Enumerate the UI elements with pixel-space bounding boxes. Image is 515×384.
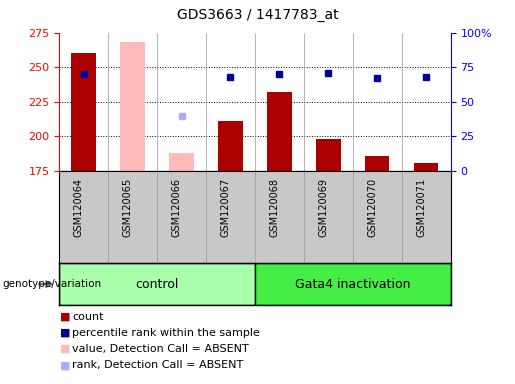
Text: ■: ■ (60, 328, 71, 338)
Text: control: control (135, 278, 179, 291)
Bar (169, 153, 194, 171)
Bar (59, 263, 255, 305)
Text: ■: ■ (60, 344, 71, 354)
Text: Gata4 inactivation: Gata4 inactivation (295, 278, 410, 291)
Bar (72, 53, 96, 171)
Text: GSM120065: GSM120065 (123, 178, 133, 237)
Bar (218, 121, 243, 171)
Text: percentile rank within the sample: percentile rank within the sample (72, 328, 260, 338)
Text: GSM120070: GSM120070 (367, 178, 377, 237)
Text: genotype/variation: genotype/variation (3, 279, 101, 289)
Text: GDS3663 / 1417783_at: GDS3663 / 1417783_at (177, 8, 338, 22)
Text: GSM120067: GSM120067 (220, 178, 230, 237)
Text: GSM120069: GSM120069 (318, 178, 329, 237)
Text: count: count (72, 312, 104, 322)
Text: rank, Detection Call = ABSENT: rank, Detection Call = ABSENT (72, 360, 244, 370)
Text: GSM120071: GSM120071 (416, 178, 426, 237)
Text: ■: ■ (60, 312, 71, 322)
Bar (365, 156, 389, 171)
Text: GSM120068: GSM120068 (269, 178, 279, 237)
Text: ■: ■ (60, 360, 71, 370)
Text: value, Detection Call = ABSENT: value, Detection Call = ABSENT (72, 344, 249, 354)
Bar (267, 92, 291, 171)
Bar (255, 263, 451, 305)
Text: GSM120064: GSM120064 (74, 178, 83, 237)
Bar (316, 139, 340, 171)
Bar (414, 162, 438, 171)
Bar (121, 42, 145, 171)
Text: GSM120066: GSM120066 (171, 178, 181, 237)
